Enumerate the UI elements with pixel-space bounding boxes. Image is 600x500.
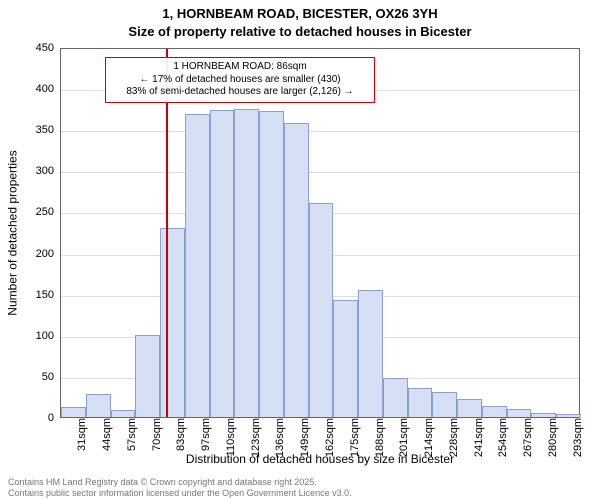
histogram-bar: [507, 409, 532, 417]
x-tick-label: 70sqm: [151, 418, 163, 451]
chart-title-line1: 1, HORNBEAM ROAD, BICESTER, OX26 3YH: [0, 6, 600, 21]
x-axis-ticks: 31sqm44sqm57sqm70sqm83sqm97sqm110sqm123s…: [60, 418, 580, 454]
y-tick-label: 250: [36, 206, 54, 218]
histogram-bar: [210, 110, 235, 418]
y-tick-label: 350: [36, 124, 54, 136]
histogram-bar: [111, 410, 136, 417]
x-tick-label: 97sqm: [200, 418, 212, 451]
y-tick-label: 0: [48, 412, 54, 424]
histogram-bar: [234, 109, 259, 417]
histogram-bar: [383, 378, 408, 417]
histogram-bar: [86, 394, 111, 417]
x-tick-label: 44sqm: [101, 418, 113, 451]
y-tick-label: 450: [36, 42, 54, 54]
y-tick-label: 200: [36, 248, 54, 260]
histogram-bars: [61, 49, 579, 417]
attribution-footer: Contains HM Land Registry data © Crown c…: [8, 477, 352, 498]
annotation-box: 1 HORNBEAM ROAD: 86sqm← 17% of detached …: [105, 57, 375, 103]
histogram-bar: [333, 300, 358, 417]
histogram-bar: [408, 388, 433, 417]
annotation-line: ← 17% of detached houses are smaller (43…: [112, 74, 368, 87]
y-tick-label: 50: [42, 371, 54, 383]
histogram-bar: [432, 392, 457, 417]
histogram-bar: [482, 406, 507, 418]
annotation-line: 83% of semi-detached houses are larger (…: [112, 86, 368, 99]
x-tick-label: 31sqm: [76, 418, 88, 451]
x-axis-label: Distribution of detached houses by size …: [60, 452, 580, 466]
plot-area: 1 HORNBEAM ROAD: 86sqm← 17% of detached …: [60, 48, 580, 418]
y-tick-label: 100: [36, 330, 54, 342]
x-tick-label: 57sqm: [126, 418, 138, 451]
chart-title-line2: Size of property relative to detached ho…: [0, 24, 600, 39]
histogram-bar: [259, 111, 284, 417]
histogram-bar: [531, 413, 556, 417]
histogram-bar: [358, 290, 383, 417]
histogram-bar: [556, 414, 581, 417]
histogram-bar: [160, 228, 185, 417]
x-tick-label: 110sqm: [225, 418, 237, 456]
y-tick-label: 150: [36, 289, 54, 301]
y-tick-label: 300: [36, 165, 54, 177]
histogram-bar: [457, 399, 482, 417]
y-axis-ticks: 050100150200250300350400450: [0, 48, 60, 418]
histogram-bar: [135, 335, 160, 417]
x-tick-label: 83sqm: [175, 418, 187, 451]
y-tick-label: 400: [36, 83, 54, 95]
histogram-bar: [61, 407, 86, 417]
property-marker-line: [166, 49, 168, 417]
histogram-bar: [185, 114, 210, 417]
footer-line1: Contains HM Land Registry data © Crown c…: [8, 477, 352, 487]
annotation-line: 1 HORNBEAM ROAD: 86sqm: [112, 61, 368, 74]
property-size-chart: 1, HORNBEAM ROAD, BICESTER, OX26 3YH Siz…: [0, 0, 600, 500]
footer-line2: Contains public sector information licen…: [8, 488, 352, 498]
histogram-bar: [309, 203, 334, 417]
histogram-bar: [284, 123, 309, 417]
